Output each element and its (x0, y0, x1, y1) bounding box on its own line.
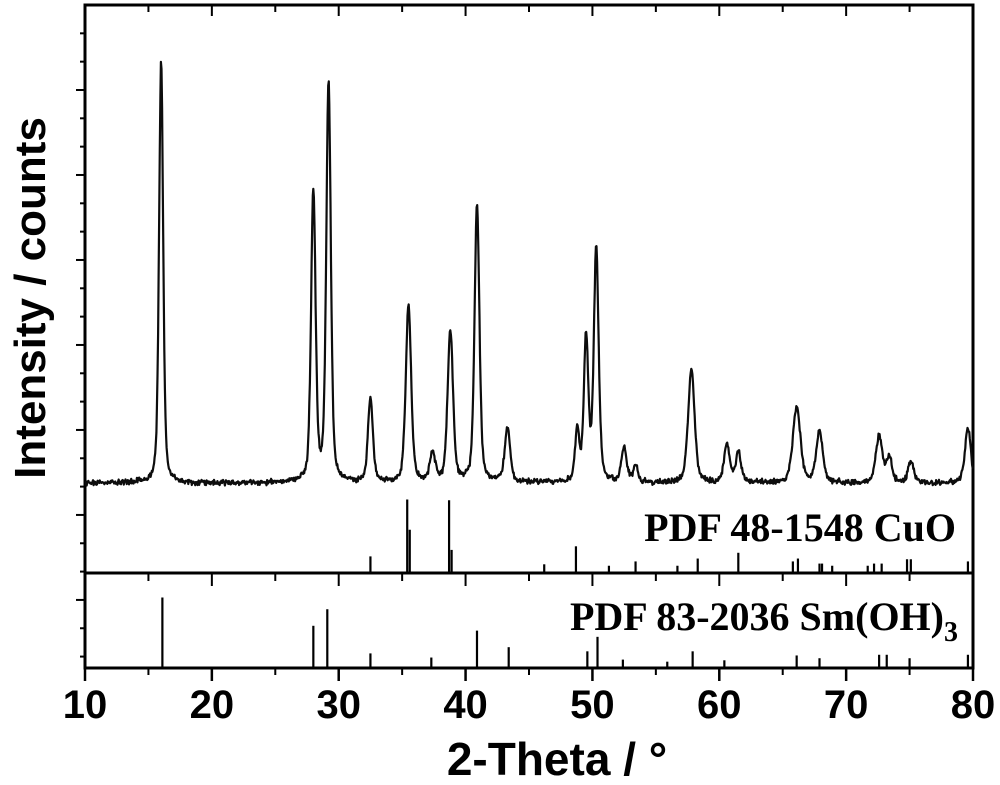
x-tick-label: 60 (697, 683, 742, 727)
x-tick-label: 50 (570, 683, 615, 727)
x-tick-label: 70 (824, 683, 869, 727)
x-tick-label: 40 (443, 683, 488, 727)
x-tick-label: 20 (190, 683, 235, 727)
x-axis-title: 2-Theta / ° (447, 733, 667, 785)
smoh3-reference-label: PDF 83-2036 Sm(OH)3 (570, 594, 958, 648)
x-tick-label: 80 (951, 683, 996, 727)
axis-ticks (76, 5, 975, 681)
smoh3-reference-sticks (161, 597, 970, 667)
smoh3-label-main: PDF 83-2036 Sm(OH) (570, 594, 944, 639)
xrd-trace-path (84, 60, 974, 487)
x-tick-label: 10 (63, 683, 108, 727)
x-axis-tick-labels: 10 20 30 40 50 60 70 80 (63, 683, 996, 727)
y-axis-title: Intensity / counts (6, 117, 55, 479)
x-tick-label: 30 (316, 683, 361, 727)
smoh3-label-subscript: 3 (944, 617, 958, 648)
plot-border (83, 3, 975, 670)
xrd-sample-trace (84, 60, 974, 487)
cuo-reference-label: PDF 48-1548 CuO (644, 505, 956, 550)
plot-frame (83, 3, 975, 670)
cuo-reference-sticks (369, 499, 970, 572)
